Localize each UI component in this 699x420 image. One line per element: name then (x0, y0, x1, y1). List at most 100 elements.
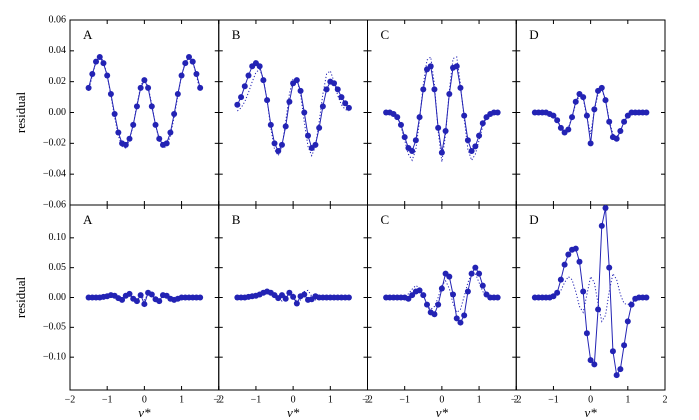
panel-label: B (232, 212, 241, 227)
data-point (100, 60, 107, 67)
data-point (494, 294, 501, 301)
y-tick-label: 0.06 (49, 14, 67, 25)
data-point (323, 86, 330, 93)
data-point (572, 245, 579, 252)
plot-area (531, 84, 650, 147)
data-point (557, 276, 564, 283)
x-tick-label: 2 (514, 394, 519, 405)
x-tick-label: −1 (251, 394, 262, 405)
data-point (561, 261, 568, 268)
data-point (583, 330, 590, 337)
panel-label: D (529, 27, 538, 42)
x-tick-label: 2 (663, 394, 668, 405)
data-point (278, 141, 285, 148)
data-point (453, 63, 460, 70)
data-point (267, 121, 274, 128)
data-point (345, 104, 352, 111)
panel-label: D (529, 212, 538, 227)
data-point (446, 91, 453, 97)
data-point (472, 264, 479, 271)
data-point (148, 103, 155, 110)
x-tick-label: 0 (588, 394, 593, 405)
data-point (598, 222, 605, 229)
x-tick-label: 1 (477, 394, 482, 405)
data-point (282, 123, 289, 130)
panel-label: A (83, 27, 93, 42)
data-point (609, 348, 616, 355)
data-point (420, 292, 427, 299)
data-point (576, 258, 583, 265)
data-point (587, 357, 594, 364)
data-point (319, 103, 326, 110)
y-tick-label: −0.10 (43, 351, 66, 362)
data-point (565, 251, 572, 258)
data-point (446, 273, 453, 280)
data-point (126, 135, 133, 142)
data-point (338, 94, 345, 101)
data-point (89, 70, 96, 77)
data-point (238, 94, 245, 101)
data-point (617, 366, 624, 373)
data-point (621, 118, 628, 125)
data-point (133, 298, 140, 305)
x-tick-label: 0 (439, 394, 444, 405)
data-point (595, 306, 602, 313)
plot-area (234, 60, 352, 158)
data-point (409, 148, 416, 155)
y-tick-label: −0.02 (43, 138, 66, 149)
y-tick-label: 0.05 (49, 262, 67, 273)
y-tick-label: 0.04 (49, 45, 67, 56)
data-point (167, 129, 174, 136)
data-point (464, 288, 471, 295)
data-point (453, 315, 460, 322)
series-line (386, 56, 498, 162)
data-point (464, 137, 471, 144)
data-point (282, 295, 289, 302)
data-point (290, 293, 297, 300)
data-point (476, 270, 483, 277)
x-tick-label: −2 (362, 394, 373, 405)
y-tick-label: −0.05 (43, 322, 66, 333)
data-point (189, 58, 196, 65)
x-tick-label: 0 (142, 394, 147, 405)
data-point (550, 293, 557, 300)
data-point (342, 100, 349, 107)
data-point (416, 287, 423, 294)
data-point (554, 289, 561, 296)
data-point (479, 120, 486, 127)
data-point (628, 301, 635, 308)
data-point (613, 135, 620, 142)
data-point (96, 54, 103, 60)
x-tick-label: 0 (291, 394, 296, 405)
data-point (271, 140, 278, 147)
x-tick-label: −2 (511, 394, 522, 405)
data-point (171, 111, 178, 118)
data-point (624, 318, 631, 325)
data-point (111, 111, 118, 118)
data-point (431, 86, 438, 93)
data-point (312, 141, 319, 148)
panel-label: A (83, 212, 93, 227)
series-line (88, 292, 201, 304)
data-point (598, 84, 605, 91)
panel-label: C (381, 27, 390, 42)
data-point (461, 112, 468, 119)
x-tick-label: −1 (399, 394, 410, 405)
data-point (137, 84, 144, 91)
data-point (591, 106, 598, 113)
data-point (148, 291, 155, 298)
data-point (438, 149, 445, 156)
series-line (237, 289, 349, 304)
plot-area (85, 54, 204, 149)
x-axis-label: v* (287, 405, 300, 420)
data-point (156, 298, 163, 305)
x-tick-label: 2 (216, 394, 221, 405)
plot-area (85, 289, 204, 308)
data-point (345, 294, 352, 301)
data-point (621, 342, 628, 349)
data-point (457, 319, 464, 326)
x-axis-label: v* (138, 405, 151, 420)
plot-area (531, 205, 650, 379)
data-point (85, 84, 92, 91)
